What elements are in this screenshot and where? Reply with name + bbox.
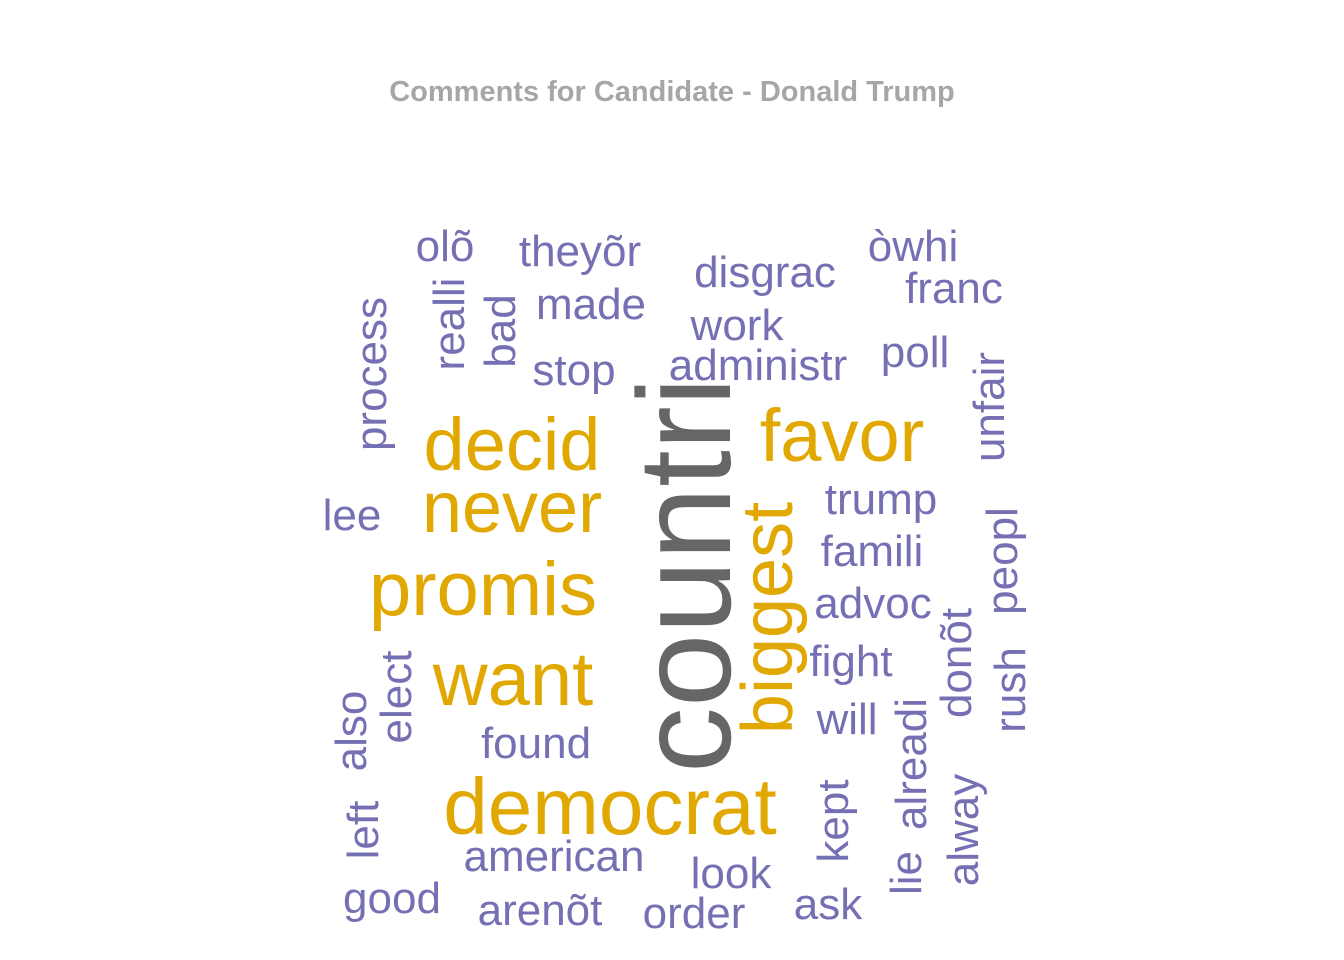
word-12: franc [905,264,1003,313]
word-25: peopl [978,507,1027,615]
word-31: rush [986,647,1035,733]
word-8: olõ [415,222,475,271]
word-41: good [343,874,441,923]
word-7: biggest [728,501,808,735]
word-38: left [339,800,388,860]
word-36: kept [809,779,858,863]
word-6: favor [759,394,925,477]
word-18: process [347,296,396,452]
chart-title: Comments for Candidate - Donald Trump [389,76,955,108]
word-2: promis [368,547,598,632]
word-22: lee [322,491,382,540]
word-10: disgrac [694,248,836,297]
word-29: also [327,690,376,772]
word-26: advoc [814,579,932,628]
word-13: made [535,280,647,329]
word-42: arenõt [477,886,603,935]
word-39: american [463,832,645,881]
word-4: want [432,637,594,722]
word-3: never [421,468,603,548]
word-37: lie [882,850,931,896]
word-16: stop [532,346,616,395]
word-11: òwhi [867,222,959,271]
word-15: poll [880,328,950,377]
word-17: administr [668,341,848,390]
word-35: alway [939,773,988,887]
word-32: donõt [932,607,981,719]
word-33: found [480,719,592,768]
word-30: will [816,695,878,744]
word-19: realli [425,277,474,371]
word-14: work [690,301,784,350]
word-43: order [642,889,746,938]
word-28: elect [372,650,421,744]
word-44: ask [793,880,863,929]
word-1: democrat [443,762,777,851]
word-34: alreadi [887,697,936,831]
word-9: theyõr [518,227,642,276]
word-27: fight [809,637,893,686]
word-24: famili [820,527,924,576]
word-20: bad [476,294,525,368]
word-21: unfair [965,351,1014,463]
word-23: trump [824,475,938,524]
word-40: look [690,849,772,898]
word-5: decid [423,403,601,486]
